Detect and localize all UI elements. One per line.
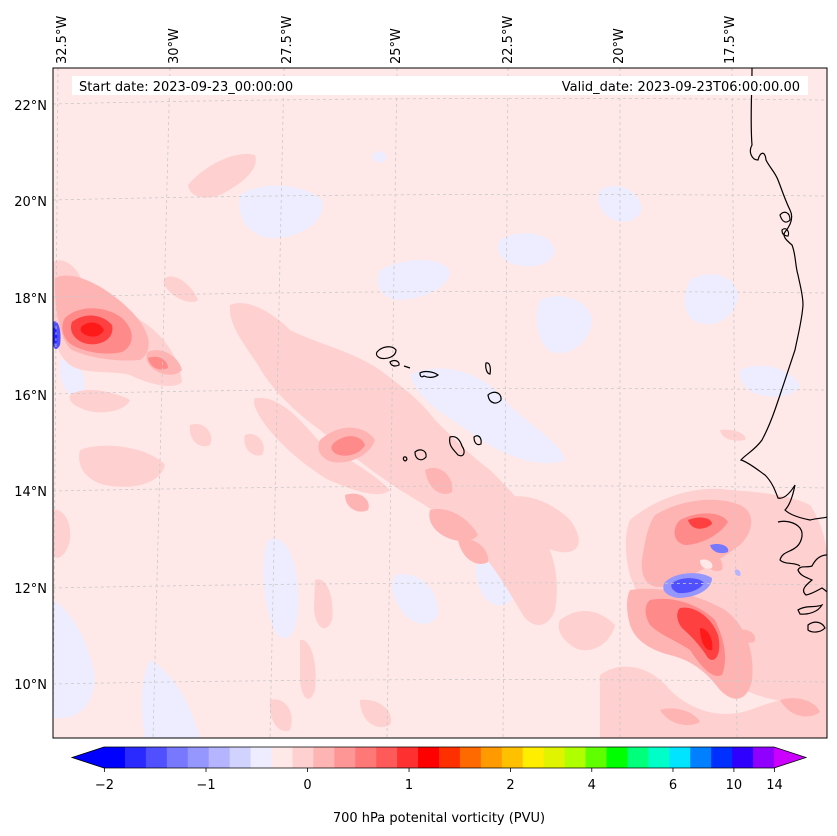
colorbar-tick-label: −1 <box>196 778 215 793</box>
colorbar-tick-label: 14 <box>766 778 783 793</box>
colorbar-over-arrow <box>774 747 806 768</box>
colorbar-cell <box>187 747 210 768</box>
lon-label: 22.5°W <box>501 16 516 64</box>
colorbar-tick-label: −2 <box>95 778 114 793</box>
colorbar-cell <box>585 747 607 768</box>
colorbar-label: 700 hPa potenital vorticity (PVU) <box>333 811 545 826</box>
colorbar-outline <box>70 746 808 769</box>
colorbar-ticks: −2 −1 0 1 2 4 6 10 14 <box>95 768 783 793</box>
colorbar-cell <box>124 747 147 768</box>
colorbar-tick-label: 10 <box>726 778 743 793</box>
island-fogo <box>414 449 427 461</box>
colorbar-tick-label: 1 <box>405 778 413 793</box>
start-date-text: Start date: 2023-09-23_00:00:00 <box>79 80 293 95</box>
colorbar-cell <box>711 747 733 768</box>
colorbar-cell <box>250 747 272 768</box>
lat-label: 12°N <box>14 582 47 597</box>
colorbar-cell <box>397 747 419 768</box>
colorbar-tick-label: 0 <box>303 778 311 793</box>
colorbar-cell <box>480 747 503 768</box>
colorbar-cell <box>753 747 775 768</box>
valid-date-text: Valid_date: 2023-09-23T06:00:00.00 <box>562 80 800 95</box>
colorbar-cell <box>334 747 356 768</box>
colorbar-cell <box>459 747 482 768</box>
lat-label: 20°N <box>14 195 47 210</box>
longitude-labels: 32.5°W 30°W 27.5°W 25°W 22.5°W 20°W 17.5… <box>55 16 738 64</box>
colorbar-cell <box>418 747 440 768</box>
island-sao-nicolau <box>419 370 440 378</box>
colorbar-cell <box>271 747 293 768</box>
colorbar-cell <box>564 747 587 768</box>
lon-label: 25°W <box>389 28 404 64</box>
colorbar-tick-label: 4 <box>588 778 596 793</box>
lon-label: 32.5°W <box>55 16 70 64</box>
negative-pv-contours <box>53 151 800 738</box>
colorbar-cell <box>229 747 252 768</box>
lon-label: 30°W <box>167 28 182 64</box>
colorbar-cell <box>522 747 545 768</box>
lat-label: 10°N <box>14 678 47 693</box>
island-santo-antao <box>375 346 397 360</box>
lat-label: 16°N <box>14 389 47 404</box>
date-infobox: Start date: 2023-09-23_00:00:00 Valid_da… <box>72 76 808 95</box>
island-maio <box>473 435 482 446</box>
colorbar-cell <box>376 747 398 768</box>
colorbar: −2 −1 0 1 2 4 6 10 14 700 hPa potenital vorticit… <box>70 746 808 826</box>
colorbar-cell <box>606 747 628 768</box>
colorbar-cell <box>104 747 126 768</box>
colorbar-under-arrow <box>72 747 104 768</box>
latitude-labels: 22°N 20°N 18°N 16°N 14°N 12°N 10°N <box>14 99 47 693</box>
lon-label: 27.5°W <box>280 16 295 64</box>
island-santa-luzia <box>403 365 411 369</box>
colorbar-cell <box>627 747 649 768</box>
bissagos-coast <box>777 520 803 567</box>
island-santiago <box>449 435 465 457</box>
colorbar-cell <box>501 747 524 768</box>
colorbar-cell <box>543 747 566 768</box>
colorbar-tick-label: 6 <box>669 778 677 793</box>
island-brava <box>402 456 408 462</box>
africa-coast <box>739 68 827 521</box>
lat-label: 22°N <box>14 99 47 114</box>
lon-label: 17.5°W <box>723 16 738 64</box>
lon-label: 20°W <box>612 28 627 64</box>
island-sal <box>485 362 491 375</box>
lat-label: 18°N <box>14 292 47 307</box>
colorbar-cell <box>292 747 314 768</box>
island-sao-vicente <box>389 359 400 367</box>
colorbar-cell <box>439 747 461 768</box>
negative-pv-cores <box>53 321 741 598</box>
colorbar-cell <box>166 747 189 768</box>
colorbar-cell <box>648 747 670 768</box>
map-gridlines <box>53 68 827 738</box>
coastline <box>739 68 827 633</box>
island-boa-vista <box>487 391 502 404</box>
lat-label: 14°N <box>14 485 47 500</box>
colorbar-cell <box>669 747 691 768</box>
map-plot-area <box>53 68 827 738</box>
guinea-coast <box>797 554 827 596</box>
peak-pv-contours <box>80 322 713 651</box>
map-frame <box>52 67 828 739</box>
colorbar-cell <box>145 747 168 768</box>
colorbar-cell <box>313 747 335 768</box>
colorbar-cell <box>208 747 231 768</box>
colorbar-cell <box>690 747 712 768</box>
colorbar-cell <box>355 747 377 768</box>
cape-verde-islands <box>375 346 502 462</box>
colorbar-cell <box>732 747 754 768</box>
colorbar-tick-label: 2 <box>506 778 514 793</box>
colorbar-cells <box>104 747 775 768</box>
